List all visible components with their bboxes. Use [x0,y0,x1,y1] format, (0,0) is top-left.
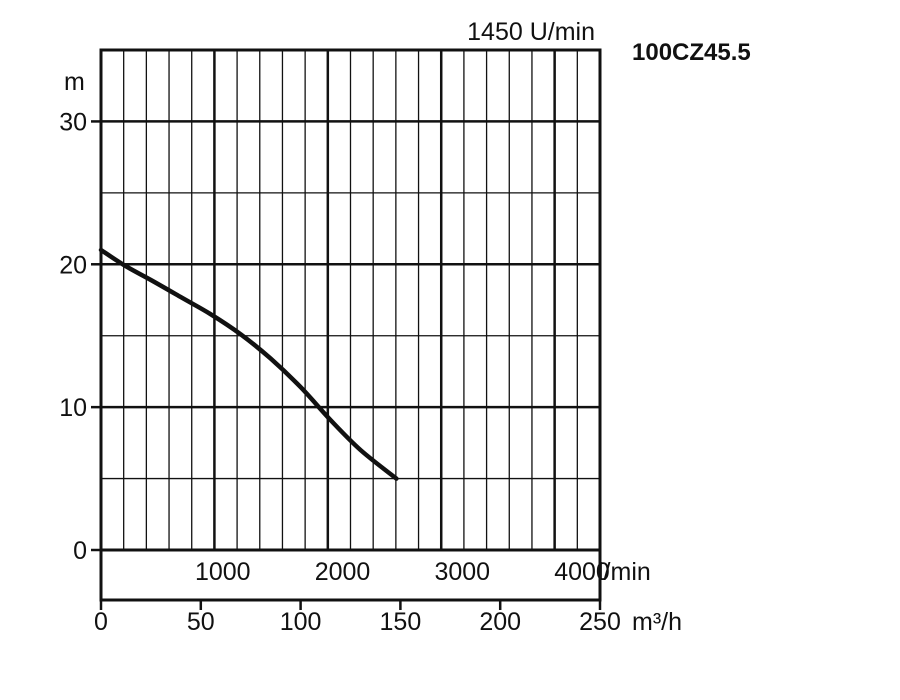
x2-axis-label: l/min [598,558,651,586]
x2-ticks: 1000 2000 3000 4000 [195,558,610,586]
y-axis-label: m [64,68,85,96]
x-ticks: 0 50 100 150 200 250 [94,600,621,636]
x2-tick-label: 3000 [434,558,490,586]
x-tick-label: 250 [579,608,621,636]
y-ticks: 0 10 20 30 [59,108,101,565]
x-tick-label: 0 [94,608,108,636]
y-tick-label: 30 [59,108,87,136]
x-tick-label: 200 [479,608,521,636]
x-axis-label: m³/h [632,608,682,636]
x-tick-label: 50 [187,608,215,636]
y-tick-label: 10 [59,394,87,422]
x-tick-label: 150 [380,608,422,636]
x-tick-label: 100 [280,608,322,636]
chart-title: 100CZ45.5 [632,39,751,66]
x2-tick-label: 4000 [554,558,610,586]
series-line [98,247,399,481]
grid [101,50,600,550]
speed-label: 1450 U/min [467,18,595,46]
y-tick-label: 20 [59,251,87,279]
x2-tick-label: 2000 [315,558,371,586]
y-tick-label: 0 [73,537,87,565]
x2-tick-label: 1000 [195,558,251,586]
